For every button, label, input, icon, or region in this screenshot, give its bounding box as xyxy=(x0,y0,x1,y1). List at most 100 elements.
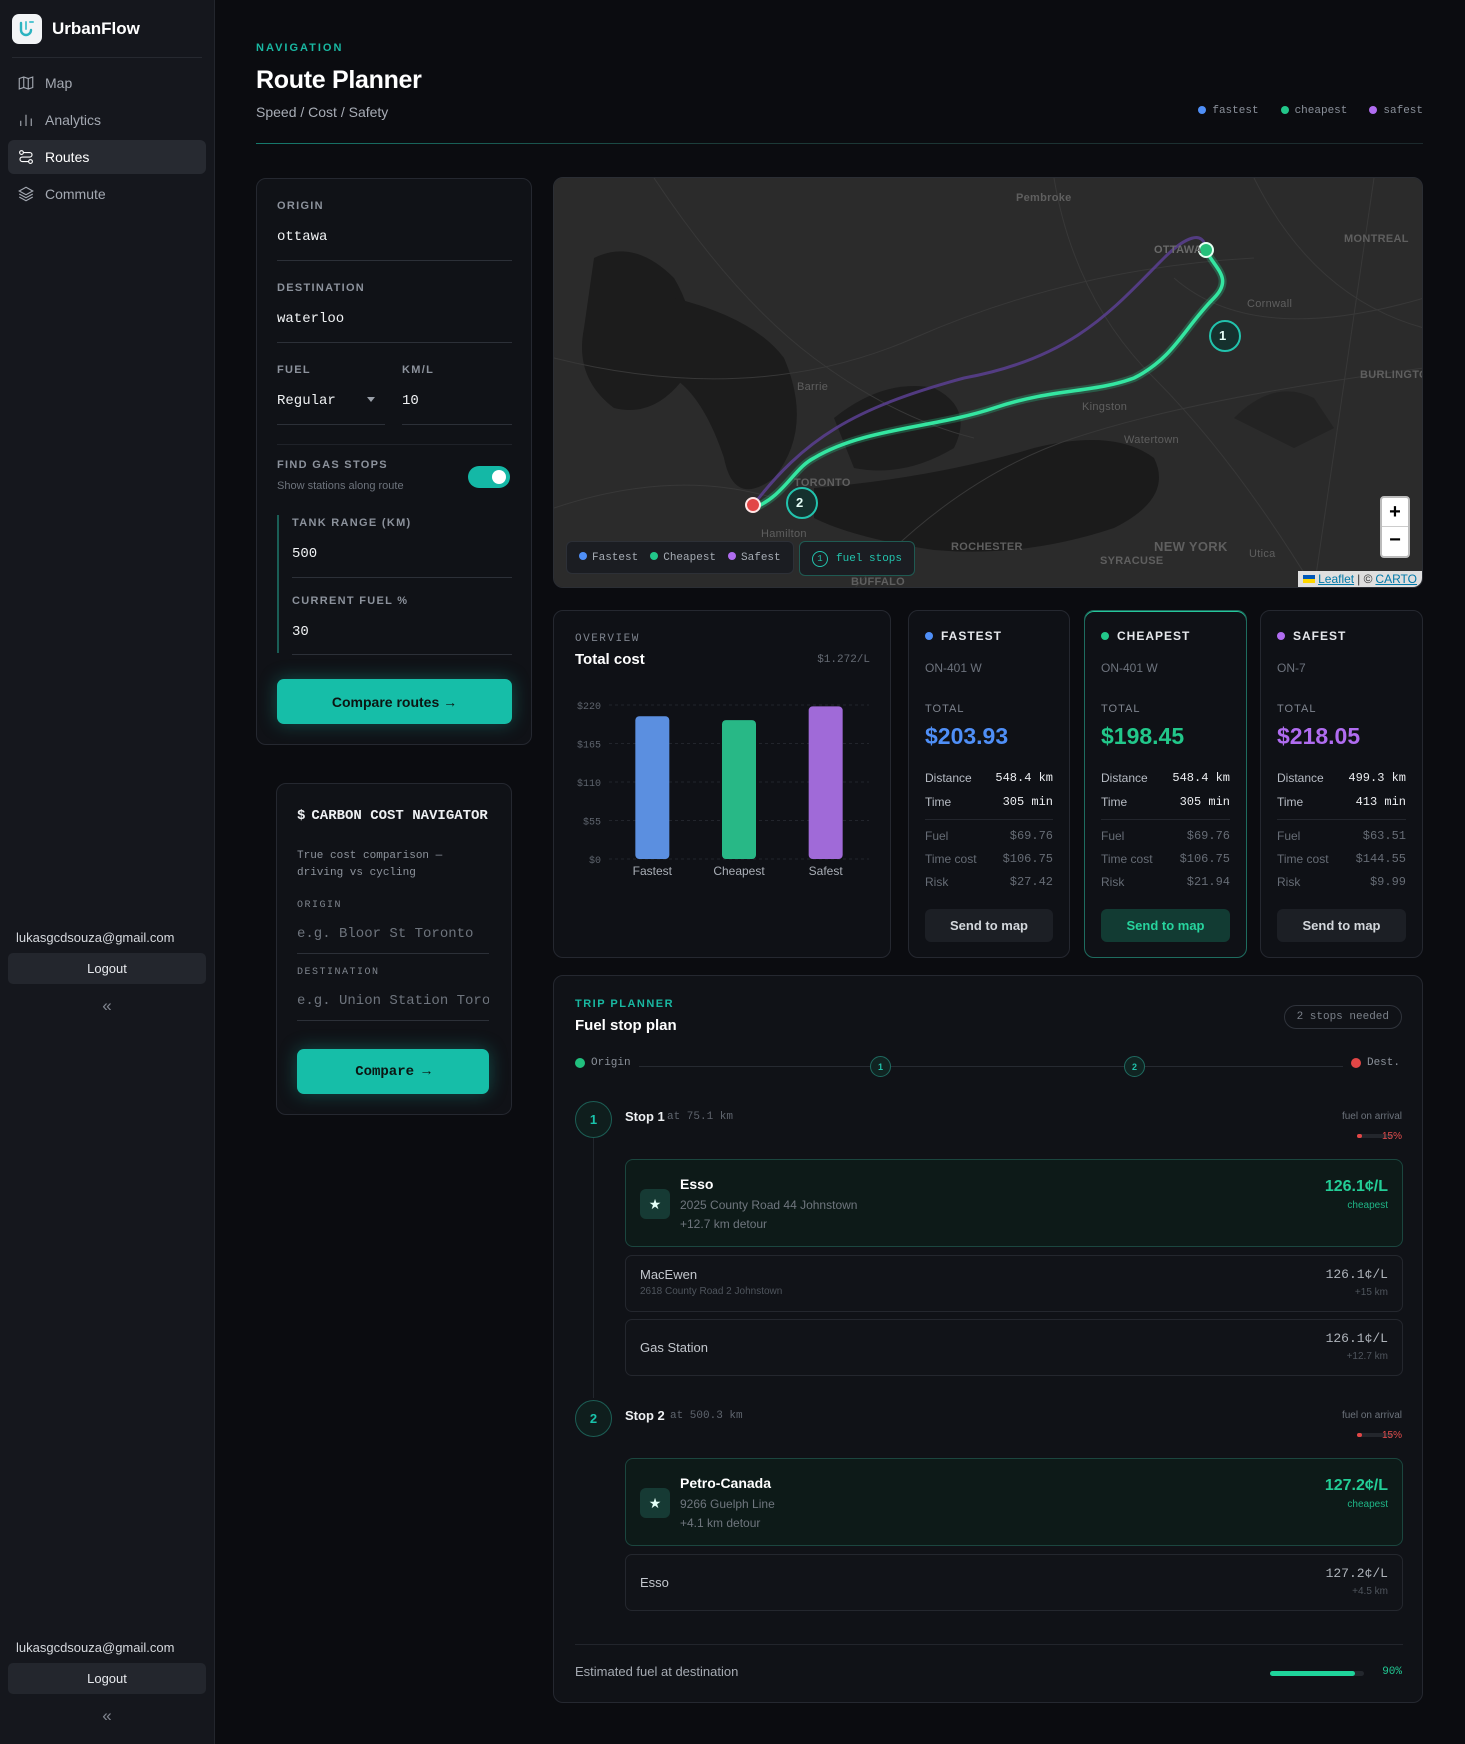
route-total: $218.05 xyxy=(1277,723,1361,749)
kml-input[interactable]: 10 xyxy=(402,393,419,409)
fuel-select[interactable]: Regular xyxy=(277,391,385,424)
alt-station[interactable]: Gas Station 126.1¢/L +12.7 km xyxy=(625,1319,1403,1376)
total-label: TOTAL xyxy=(1101,703,1141,715)
fuel-stop-marker-1[interactable]: 1 xyxy=(1219,328,1227,343)
total-label: TOTAL xyxy=(925,703,965,715)
station-address: 2025 County Road 44 Johnstown xyxy=(680,1198,858,1212)
stop-label: Stop 2 xyxy=(625,1408,665,1423)
collapse-sidebar-icon[interactable]: « xyxy=(102,996,112,1015)
origin-marker xyxy=(1198,242,1214,258)
gas-stops-label: FIND GAS STOPS xyxy=(277,459,388,471)
station-name: MacEwen xyxy=(640,1267,698,1282)
cost-chart: $220 $165 $110 $55 $0 Fastest Cheapest Safest xyxy=(577,701,869,878)
route-fuel-cost: Fuel $69.76 xyxy=(925,829,1053,843)
carbon-subtitle: True cost comparison — driving vs cyclin… xyxy=(297,850,443,879)
header-divider xyxy=(256,143,1423,144)
stops-needed-badge: 2 stops needed xyxy=(1283,1005,1402,1029)
chart-bar xyxy=(635,716,670,859)
leaflet-link[interactable]: Leaflet xyxy=(1318,572,1355,586)
map-label: Barrie xyxy=(797,381,829,393)
alt-station[interactable]: MacEwen 2618 County Road 2 Johnstown 126… xyxy=(625,1255,1403,1312)
map-label: Hamilton xyxy=(761,528,807,540)
station-price: 126.1¢/L xyxy=(1325,1267,1388,1282)
tank-range-input[interactable]: 500 xyxy=(292,546,318,562)
carbon-destination-input[interactable]: e.g. Union Station Toronto xyxy=(297,993,489,1009)
carbon-compare-button[interactable]: Compare → xyxy=(297,1049,489,1094)
compare-routes-button[interactable]: Compare routes → xyxy=(277,679,512,724)
account-section: lukasgcdsouza@gmail.com Logout « xyxy=(8,1640,206,1726)
station-name: Petro-Canada xyxy=(680,1475,772,1491)
brand[interactable]: UrbanFlow xyxy=(12,14,140,44)
route-name: SAFEST xyxy=(1277,629,1346,643)
carbon-origin-input[interactable]: e.g. Bloor St Toronto xyxy=(297,926,474,942)
station-detour: +4.1 km detour xyxy=(680,1516,761,1530)
send-to-map-button[interactable]: Send to map xyxy=(1101,909,1230,942)
send-to-map-button[interactable]: Send to map xyxy=(925,909,1053,942)
route-card-fastest[interactable]: FASTEST ON-401 W TOTAL $203.93 Distance 5… xyxy=(908,610,1070,958)
fuel-arrival-bar xyxy=(1357,1433,1393,1437)
zoom-out-button[interactable]: − xyxy=(1389,529,1401,551)
alt-station[interactable]: Esso 127.2¢/L +4.5 km xyxy=(625,1554,1403,1611)
send-to-map-button[interactable]: Send to map xyxy=(1277,909,1406,942)
route-card-cheapest[interactable]: CHEAPEST ON-401 W TOTAL $198.45 Distance… xyxy=(1084,610,1247,958)
overview-eyebrow: OVERVIEW xyxy=(575,633,640,645)
logout-button[interactable]: Logout xyxy=(8,1663,206,1694)
sidebar-item-analytics[interactable]: Analytics xyxy=(8,103,206,137)
origin-input[interactable]: ottawa xyxy=(277,229,328,245)
fuel-on-arrival-label: fuel on arrival xyxy=(1341,1410,1402,1421)
routes-icon xyxy=(19,150,33,164)
station-address: 9266 Guelph Line xyxy=(680,1497,775,1511)
timeline-stop-2[interactable]: 2 xyxy=(1124,1056,1145,1077)
legend-safest: safest xyxy=(1369,105,1423,117)
current-fuel-input[interactable]: 30 xyxy=(292,624,309,640)
sidebar-item-label: Analytics xyxy=(45,112,102,128)
route-fuel-cost: Fuel $63.51 xyxy=(1277,829,1406,843)
map-label: SYRACUSE xyxy=(1100,555,1164,567)
total-label: TOTAL xyxy=(1277,703,1317,715)
map-label: Cornwall xyxy=(1247,298,1293,310)
route-road: ON-401 W xyxy=(1101,661,1158,675)
fuel-arrival-pct: 15% xyxy=(1381,1430,1402,1441)
page-subtitle: Speed / Cost / Safety xyxy=(256,104,389,120)
est-fuel-bar xyxy=(1270,1671,1364,1676)
fuel-stop-marker-2[interactable]: 2 xyxy=(796,495,804,510)
sidebar-item-label: Routes xyxy=(45,149,90,165)
est-fuel-label: Estimated fuel at destination xyxy=(575,1664,739,1679)
station-price: 127.2¢/L xyxy=(1324,1477,1388,1494)
sidebar-item-label: Commute xyxy=(45,186,106,202)
map-label: Kingston xyxy=(1082,401,1128,413)
station-detour: +4.5 km xyxy=(1352,1586,1388,1597)
stop-number: 1 xyxy=(575,1101,612,1138)
best-station[interactable]: ★ Petro-Canada 9266 Guelph Line +4.1 km … xyxy=(625,1458,1403,1546)
user-email: lukasgcdsouza@gmail.com xyxy=(16,930,175,945)
carto-link[interactable]: CARTO xyxy=(1375,572,1417,586)
route-road: ON-7 xyxy=(1277,661,1306,675)
y-tick-label: $220 xyxy=(577,701,601,713)
map-label: NEW YORK xyxy=(1154,539,1228,554)
y-tick-label: $165 xyxy=(577,740,601,752)
route-card-safest[interactable]: SAFEST ON-7 TOTAL $218.05 Distance 499.3 … xyxy=(1260,610,1423,958)
x-tick-label: Cheapest xyxy=(713,864,765,878)
timeline-track xyxy=(580,1066,1398,1067)
gas-stops-toggle[interactable] xyxy=(468,466,510,488)
route-map[interactable]: 1 2 Pembroke OTTAWA MONTREAL Cornwall BU… xyxy=(553,177,1423,588)
map-legend-cheapest: Cheapest xyxy=(650,551,716,564)
est-fuel-value: 90% xyxy=(1382,1666,1402,1678)
map-label: BUFFALO xyxy=(851,576,906,588)
carbon-navigator: $ CARBON COST NAVIGATOR True cost compari… xyxy=(276,783,512,1115)
sidebar-item-map[interactable]: Map xyxy=(8,66,206,100)
zoom-in-button[interactable]: + xyxy=(1382,498,1408,527)
analytics-icon xyxy=(20,114,32,126)
best-station[interactable]: ★ Esso 2025 County Road 44 Johnstown +12… xyxy=(625,1159,1403,1247)
sidebar-item-commute[interactable]: Commute xyxy=(8,177,206,211)
logout-button[interactable]: Logout xyxy=(8,953,206,984)
collapse-sidebar-icon[interactable]: « xyxy=(102,1706,112,1725)
timeline-stop-1[interactable]: 1 xyxy=(870,1056,891,1077)
destination-input[interactable]: waterloo xyxy=(277,311,345,327)
fuel-arrival-pct: 15% xyxy=(1381,1131,1402,1142)
fuel-label: FUEL xyxy=(277,364,311,376)
sidebar-item-routes[interactable]: Routes xyxy=(8,140,206,174)
stop-distance: at 75.1 km xyxy=(667,1111,734,1123)
gas-stops-sub: Show stations along route xyxy=(277,480,404,492)
station-price: 126.1¢/L xyxy=(1325,1331,1388,1346)
